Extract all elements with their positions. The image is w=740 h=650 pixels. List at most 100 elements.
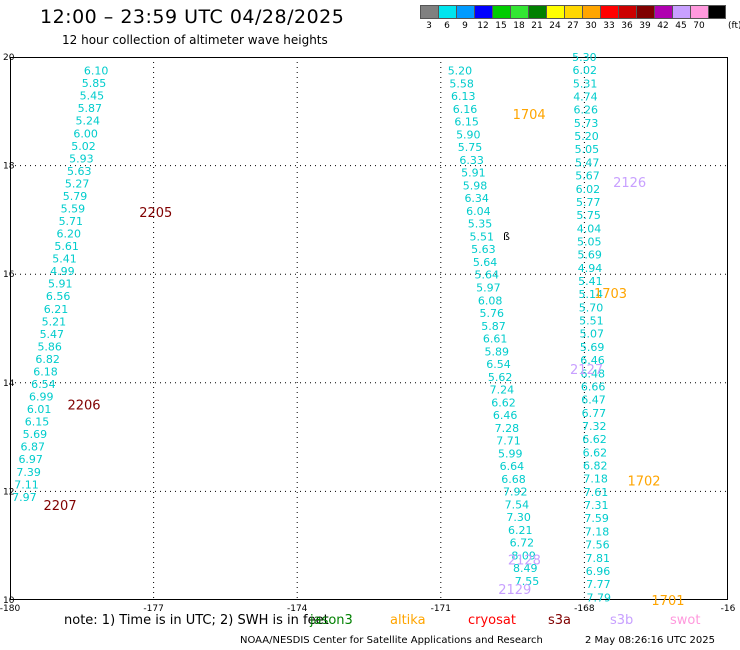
wave-height-value: 5.45 — [80, 90, 105, 103]
wave-height-value: 6.68 — [501, 473, 526, 486]
footer-credit: NOAA/NESDIS Center for Satellite Applica… — [240, 635, 543, 646]
pass-number-label: 1701 — [651, 594, 684, 609]
pass-number-label: 2129 — [498, 583, 531, 598]
legend-swatch — [438, 5, 456, 19]
wave-height-value: 5.30 — [572, 51, 597, 64]
x-tick-label: -177 — [143, 604, 163, 614]
wave-height-value: 5.63 — [471, 243, 496, 256]
wave-height-value: 6.16 — [453, 103, 478, 116]
wave-height-value: 5.27 — [65, 177, 90, 190]
wave-height-value: 7.18 — [583, 473, 608, 486]
wave-height-value: 5.85 — [82, 77, 107, 90]
wave-height-value: 4.94 — [578, 262, 603, 275]
legend-label: 6 — [444, 21, 450, 31]
legend-swatch — [690, 5, 708, 19]
wave-height-value: 5.59 — [61, 202, 86, 215]
wave-height-value: 5.79 — [63, 190, 88, 203]
wave-height-value: 6.56 — [46, 290, 71, 303]
wave-height-value: 5.63 — [67, 165, 92, 178]
y-tick-label: 18 — [3, 162, 15, 172]
wave-height-value: 5.90 — [456, 128, 481, 141]
wave-height-value: 6.62 — [582, 433, 607, 446]
legend-label: 70 — [693, 21, 705, 31]
wave-height-value: 7.92 — [503, 486, 528, 499]
wave-height-value: 6.77 — [582, 407, 607, 420]
wave-height-value: 5.58 — [449, 77, 474, 90]
wave-height-value: 6.00 — [73, 127, 98, 140]
legend-label: 42 — [657, 21, 669, 31]
wave-height-value: 7.28 — [495, 422, 520, 435]
legend-swatch — [510, 5, 528, 19]
pass-number-label: 1704 — [513, 108, 546, 123]
wave-height-value: 6.82 — [35, 353, 60, 366]
wave-height-value: 5.87 — [481, 320, 506, 333]
wave-height-value: 6.48 — [581, 367, 606, 380]
wave-height-value: 5.61 — [54, 240, 79, 253]
wave-height-value: 6.04 — [466, 205, 491, 218]
wave-height-value: 5.89 — [485, 345, 510, 358]
wave-height-value: 4.04 — [577, 222, 602, 235]
wave-height-value: 7.79 — [587, 591, 612, 604]
legend-swatch — [492, 5, 510, 19]
wave-height-value: 5.47 — [575, 156, 600, 169]
legend-swatch — [474, 5, 492, 19]
legend-label: 18 — [513, 21, 525, 31]
x-tick-label: -174 — [287, 604, 308, 614]
wave-height-value: 7.18 — [585, 525, 610, 538]
wave-height-value: 5.67 — [575, 170, 600, 183]
x-tick-label: -180 — [0, 604, 20, 614]
page-title: 12:00 – 23:59 UTC 04/28/2025 — [40, 6, 345, 28]
wave-height-value: 5.31 — [573, 77, 598, 90]
legend-label: 33 — [603, 21, 615, 31]
wave-height-value: 4.74 — [573, 91, 598, 104]
wave-height-value: 7.11 — [14, 478, 39, 491]
x-tick-label: -168 — [574, 604, 595, 614]
wave-height-value: 7.24 — [490, 384, 515, 397]
wave-height-value: 7.59 — [584, 512, 609, 525]
wave-height-value: 6.64 — [500, 460, 525, 473]
wave-height-value: 6.54 — [486, 358, 511, 371]
legend-swatch — [600, 5, 618, 19]
legend-label: 45 — [675, 21, 687, 31]
legend-swatch — [618, 5, 636, 19]
wave-height-value: 5.91 — [461, 167, 486, 180]
wave-height-value: 5.51 — [469, 230, 494, 243]
wave-height-value: 5.35 — [468, 218, 493, 231]
wave-height-value: 5.91 — [48, 278, 73, 291]
wave-height-value: 6.21 — [44, 303, 69, 316]
wave-height-value: 6.66 — [581, 380, 606, 393]
wave-height-value: 6.15 — [454, 116, 479, 129]
wave-height-value: 7.71 — [496, 435, 521, 448]
wave-height-value: 6.46 — [580, 354, 605, 367]
wave-height-value: 5.75 — [458, 141, 483, 154]
wave-height-value: 7.56 — [585, 539, 610, 552]
wave-height-value: 6.02 — [573, 64, 598, 77]
y-tick-label: 12 — [3, 487, 14, 497]
wave-height-value: 6.82 — [583, 460, 608, 473]
pass-number-label: 2126 — [613, 176, 646, 191]
legend-label: 9 — [462, 21, 468, 31]
wave-height-value: 5.20 — [574, 130, 599, 143]
x-tick-label: -16 — [721, 604, 736, 614]
wave-height-value: 6.26 — [574, 104, 599, 117]
legend-swatch — [456, 5, 474, 19]
wave-height-value: 6.61 — [483, 333, 508, 346]
legend-label: 36 — [621, 21, 633, 31]
wave-height-value: 6.08 — [478, 294, 503, 307]
wave-height-value: 5.71 — [59, 215, 84, 228]
wave-height-value: 6.62 — [491, 396, 516, 409]
legend-swatch — [582, 5, 600, 19]
wave-height-map: -180 -177 -174 -171 -168 -161012141618206.105… — [0, 51, 736, 614]
wave-height-value: 6.15 — [25, 416, 50, 429]
wave-height-value: 6.99 — [29, 391, 54, 404]
wave-height-value: 5.77 — [576, 196, 601, 209]
page-subtitle: 12 hour collection of altimeter wave hei… — [62, 33, 328, 47]
wave-height-value: 6.13 — [451, 90, 476, 103]
legend-unit: (ft) — [728, 21, 740, 31]
wave-height-value: 5.24 — [75, 115, 100, 128]
wave-height-value: 6.97 — [18, 453, 43, 466]
legend-label: 21 — [531, 21, 543, 31]
wave-height-value: 5.07 — [580, 328, 605, 341]
wave-height-value: 5.21 — [42, 315, 67, 328]
